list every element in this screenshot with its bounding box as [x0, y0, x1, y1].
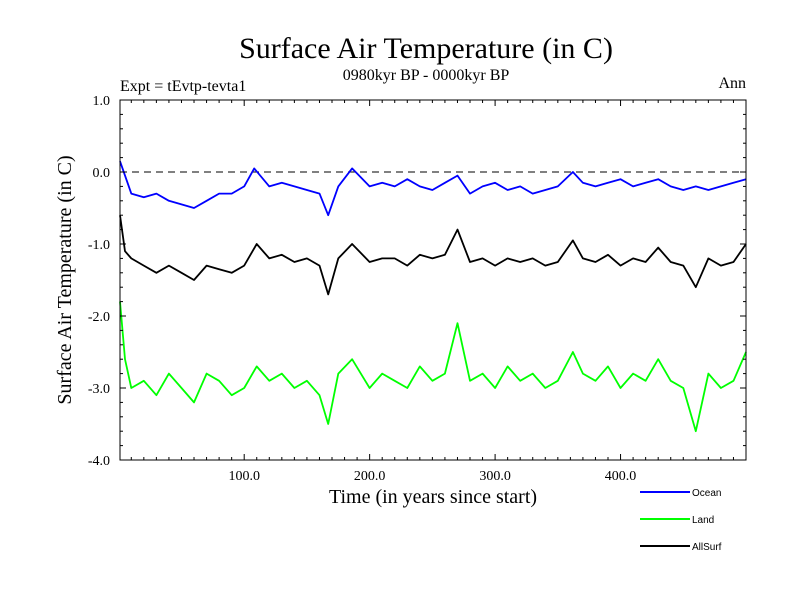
y-tick-label: -4.0 — [88, 454, 110, 469]
legend-label-ocean: Ocean — [692, 488, 721, 499]
chart-title: Surface Air Temperature (in C) — [239, 32, 613, 65]
legend-label-allsurf: AllSurf — [692, 542, 722, 553]
x-tick-label: 300.0 — [479, 469, 511, 484]
x-axis-label: Time (in years since start) — [329, 486, 537, 508]
y-tick-label: -2.0 — [88, 310, 110, 325]
series-line-ocean — [119, 160, 747, 217]
x-tick-label: 100.0 — [228, 469, 260, 484]
y-tick-label: 0.0 — [93, 166, 111, 181]
season-label: Ann — [718, 75, 746, 92]
x-tick-label: 400.0 — [605, 469, 637, 484]
y-tick-label: -1.0 — [88, 238, 110, 253]
series-line-land — [119, 301, 747, 433]
legend-label-land: Land — [692, 515, 714, 526]
plot-frame — [119, 99, 747, 461]
x-tick-label: 200.0 — [354, 469, 386, 484]
plot-area — [119, 160, 747, 433]
y-axis-label: Surface Air Temperature (in C) — [54, 155, 76, 404]
series-line-allsurf — [119, 215, 747, 296]
y-tick-label: -3.0 — [88, 382, 110, 397]
chart-subtitle: 0980kyr BP - 0000kyr BP — [343, 67, 510, 84]
experiment-label: Expt = tEvtp-tevta1 — [120, 78, 246, 95]
legend: Ocean Land AllSurf — [640, 488, 722, 553]
axis-ticks: 100.0 200.0 300.0 400.0 1.0 0.0 -1.0 -2.0 -3.0 -4… — [88, 94, 746, 484]
y-tick-label: 1.0 — [93, 94, 111, 109]
